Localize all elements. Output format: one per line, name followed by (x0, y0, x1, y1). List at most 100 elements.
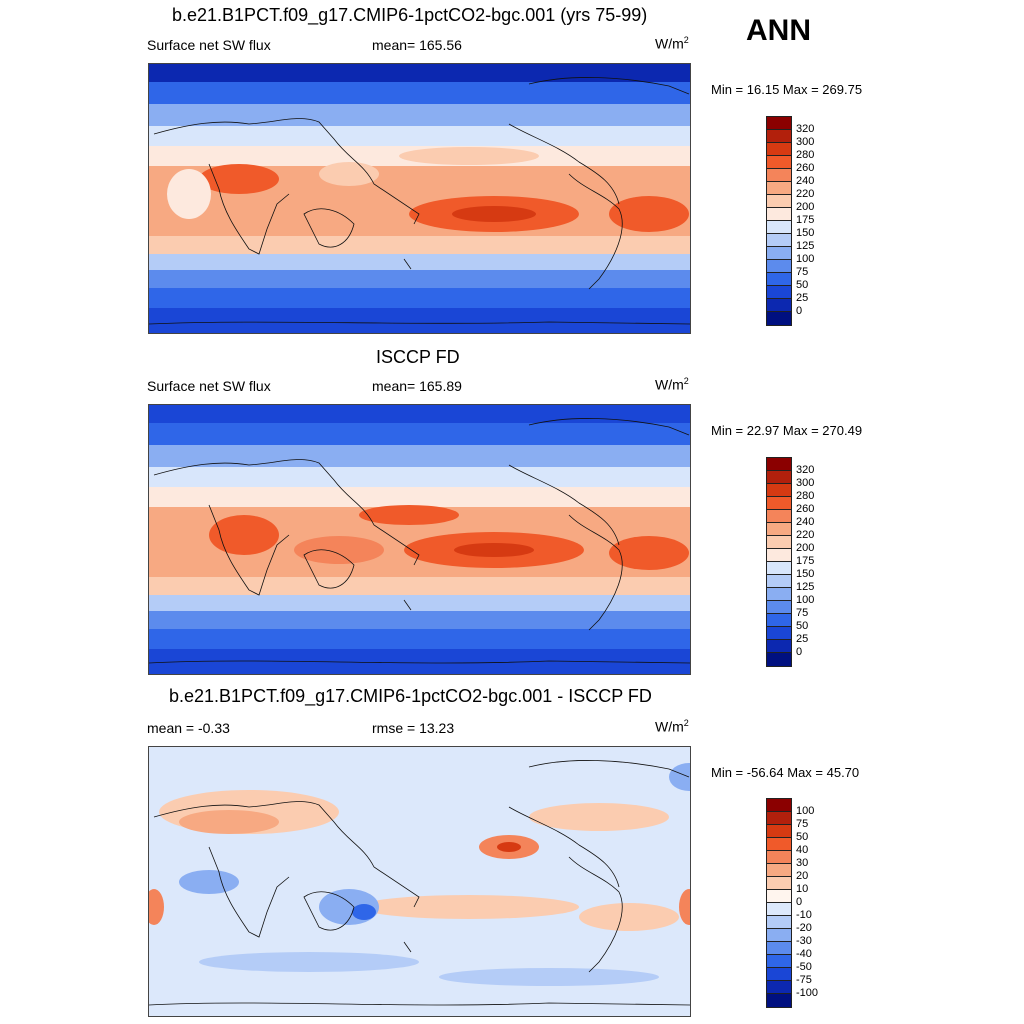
panel3-colorbar-swatch (767, 890, 791, 903)
colorbar-tick-label: 260 (796, 162, 815, 174)
colorbar-tick-label: 125 (796, 581, 815, 593)
colorbar-tick-label: 0 (796, 305, 803, 317)
panel2-mean-label: mean= 165.89 (372, 378, 462, 394)
panel2-title: ISCCP FD (376, 347, 460, 367)
panel3-colorbar-swatch (767, 799, 791, 812)
colorbar-tick-label: 50 (796, 831, 809, 843)
panel1-colorbar-swatch (767, 234, 791, 247)
colorbar-tick-label: 30 (796, 857, 809, 869)
colorbar-tick-label: 50 (796, 279, 809, 291)
panel3-units: W/m2 (655, 718, 689, 735)
colorbar-tick-label: 220 (796, 529, 815, 541)
panel2-colorbar (766, 457, 792, 667)
panel2-colorbar-swatch (767, 510, 791, 523)
panel3-minmax: Min = -56.64 Max = 45.70 (711, 765, 860, 780)
colorbar-tick-label: 100 (796, 594, 815, 606)
colorbar-tick-label: -20 (796, 922, 812, 934)
panel2-colorbar-swatch (767, 549, 791, 562)
panel1-colorbar-swatch (767, 156, 791, 169)
panel3-colorbar-swatch (767, 851, 791, 864)
panel3-rmse-label: rmse = 13.23 (372, 720, 455, 736)
panel3-colorbar-swatch (767, 994, 791, 1007)
colorbar-tick-label: 150 (796, 568, 815, 580)
panel3-colorbar (766, 798, 792, 1008)
panel1-colorbar-swatch (767, 143, 791, 156)
season-label: ANN (746, 14, 811, 47)
panel2-colorbar-swatch (767, 497, 791, 510)
panel3-colorbar-swatch (767, 825, 791, 838)
colorbar-tick-label: 20 (796, 870, 809, 882)
colorbar-tick-label: 75 (796, 607, 809, 619)
panel2-map (148, 404, 691, 675)
colorbar-tick-label: 280 (796, 149, 815, 161)
colorbar-tick-label: 260 (796, 503, 815, 515)
colorbar-tick-label: 50 (796, 620, 809, 632)
panel1-colorbar-swatch (767, 260, 791, 273)
colorbar-tick-label: 200 (796, 201, 815, 213)
colorbar-tick-label: 240 (796, 175, 815, 187)
panel2-colorbar-swatch (767, 614, 791, 627)
panel1-colorbar-swatch (767, 182, 791, 195)
panel1-mean-label: mean= 165.56 (372, 37, 462, 53)
panel2-colorbar-swatch (767, 627, 791, 640)
colorbar-tick-label: 320 (796, 123, 815, 135)
panel1-colorbar-swatch (767, 117, 791, 130)
colorbar-tick-label: 0 (796, 896, 803, 908)
panel2-colorbar-swatch (767, 640, 791, 653)
colorbar-tick-label: 175 (796, 555, 815, 567)
panel1-colorbar (766, 116, 792, 326)
panel3-colorbar-swatch (767, 942, 791, 955)
colorbar-tick-label: -30 (796, 935, 812, 947)
panel1-colorbar-swatch (767, 312, 791, 325)
panel3-map (148, 746, 691, 1017)
panel1-colorbar-swatch (767, 130, 791, 143)
panel3-colorbar-swatch (767, 968, 791, 981)
colorbar-tick-label: 75 (796, 266, 809, 278)
colorbar-tick-label: 40 (796, 844, 809, 856)
panel1-colorbar-swatch (767, 247, 791, 260)
panel2-units: W/m2 (655, 376, 689, 393)
colorbar-tick-label: -75 (796, 974, 812, 986)
panel1-variable-label: Surface net SW flux (147, 37, 271, 53)
colorbar-tick-label: 75 (796, 818, 809, 830)
panel2-colorbar-swatch (767, 601, 791, 614)
panel1-units: W/m2 (655, 35, 689, 52)
colorbar-tick-label: 100 (796, 253, 815, 265)
colorbar-tick-label: -10 (796, 909, 812, 921)
colorbar-tick-label: 300 (796, 136, 815, 148)
colorbar-tick-label: 100 (796, 805, 815, 817)
panel3-colorbar-swatch (767, 955, 791, 968)
panel2-colorbar-swatch (767, 588, 791, 601)
panel2-colorbar-swatch (767, 523, 791, 536)
colorbar-tick-label: 175 (796, 214, 815, 226)
colorbar-tick-label: 200 (796, 542, 815, 554)
panel3-colorbar-swatch (767, 929, 791, 942)
colorbar-tick-label: 150 (796, 227, 815, 239)
panel1-colorbar-swatch (767, 286, 791, 299)
panel2-colorbar-swatch (767, 536, 791, 549)
panel2-colorbar-swatch (767, 562, 791, 575)
panel1-colorbar-swatch (767, 221, 791, 234)
colorbar-tick-label: 25 (796, 292, 809, 304)
panel3-colorbar-swatch (767, 877, 791, 890)
colorbar-tick-label: 240 (796, 516, 815, 528)
colorbar-tick-label: 280 (796, 490, 815, 502)
colorbar-tick-label: 220 (796, 188, 815, 200)
colorbar-tick-label: -100 (796, 987, 819, 999)
colorbar-tick-label: 10 (796, 883, 809, 895)
panel2-colorbar-swatch (767, 653, 791, 666)
panel1-title: b.e21.B1PCT.f09_g17.CMIP6-1pctCO2-bgc.00… (172, 5, 648, 25)
panel1-minmax: Min = 16.15 Max = 269.75 (711, 82, 863, 97)
panel1-colorbar-swatch (767, 195, 791, 208)
colorbar-tick-label: 320 (796, 464, 815, 476)
panel3-colorbar-swatch (767, 981, 791, 994)
panel2-colorbar-swatch (767, 458, 791, 471)
colorbar-tick-label: 125 (796, 240, 815, 252)
colorbar-tick-label: 25 (796, 633, 809, 645)
panel3-colorbar-swatch (767, 838, 791, 851)
panel2-colorbar-swatch (767, 484, 791, 497)
panel1-colorbar-swatch (767, 299, 791, 312)
colorbar-tick-label: 300 (796, 477, 815, 489)
panel1-colorbar-swatch (767, 273, 791, 286)
